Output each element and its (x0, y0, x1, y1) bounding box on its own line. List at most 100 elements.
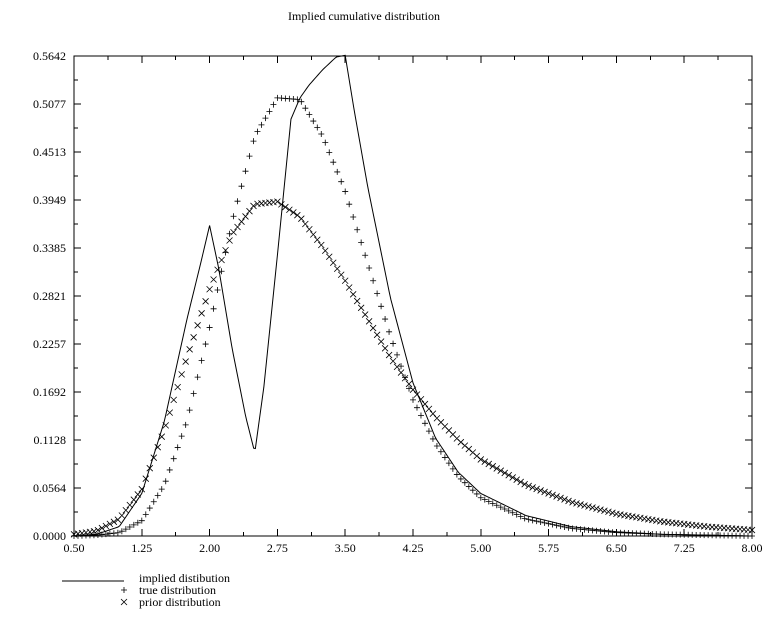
prior-distribution-point (545, 490, 552, 497)
prior-distribution-point (306, 225, 313, 233)
true-distribution-point (182, 421, 189, 428)
true-distribution-point (250, 138, 257, 145)
true-distribution-point (398, 363, 405, 370)
prior-distribution-point (585, 503, 592, 510)
prior-distribution-point (337, 271, 345, 279)
prior-distribution-point (202, 298, 209, 305)
prior-distribution-point (90, 528, 98, 535)
prior-distribution-point (357, 304, 365, 312)
x-tick-label: 4.25 (403, 541, 424, 555)
true-distribution-point (126, 523, 133, 530)
y-tick-label: 0.5642 (33, 49, 66, 63)
prior-distribution-point (513, 476, 520, 483)
prior-distribution-point (477, 456, 485, 463)
legend-marker-swatch (121, 587, 127, 593)
true-distribution-point (469, 487, 476, 494)
prior-distribution-point (210, 276, 217, 283)
series-plus (71, 94, 755, 539)
prior-distribution-point (170, 396, 177, 404)
prior-distribution-point (345, 284, 353, 291)
true-distribution-point (146, 505, 153, 512)
true-distribution-point (489, 500, 496, 507)
true-distribution-point (122, 526, 129, 533)
true-distribution-point (513, 511, 520, 518)
true-distribution-point (354, 226, 361, 233)
prior-distribution-point (569, 499, 576, 506)
x-tick-label: 5.00 (470, 541, 491, 555)
prior-distribution-point (561, 496, 568, 503)
true-distribution-point (553, 522, 560, 529)
series-cross (70, 198, 756, 538)
true-distribution-point (437, 448, 444, 455)
prior-distribution-point (525, 482, 532, 490)
prior-distribution-point (413, 391, 421, 398)
true-distribution-point (310, 118, 317, 125)
prior-distribution-point (493, 465, 501, 472)
true-distribution-point (449, 465, 456, 472)
true-distribution-point (509, 509, 516, 516)
x-tick-label: 1.25 (131, 541, 152, 555)
prior-distribution-point (321, 247, 329, 255)
true-distribution-point (374, 290, 381, 297)
true-distribution-point (306, 111, 313, 118)
legend-label: implied distibution (139, 571, 230, 585)
prior-distribution-point (86, 528, 94, 536)
legend-label: prior distribution (139, 595, 221, 609)
true-distribution-point (134, 519, 141, 526)
prior-distribution-point (645, 516, 652, 523)
true-distribution-point (258, 121, 265, 128)
prior-distribution-point (573, 500, 580, 507)
true-distribution-point (318, 130, 325, 137)
prior-distribution-point (405, 380, 413, 388)
true-distribution-point (425, 428, 432, 435)
prior-distribution-point (198, 310, 205, 317)
prior-distribution-point (489, 462, 497, 470)
true-distribution-point (521, 515, 528, 522)
x-tick-label: 2.00 (199, 541, 220, 555)
prior-distribution-point (609, 509, 616, 517)
true-distribution-point (322, 139, 329, 146)
prior-distribution-point (182, 358, 189, 365)
true-distribution-point (206, 324, 213, 331)
prior-distribution-point (313, 236, 321, 244)
prior-distribution-point (417, 395, 425, 403)
x-tick-label: 0.50 (64, 541, 85, 555)
implied-distribution-line (73, 54, 753, 537)
true-distribution-point (461, 479, 468, 486)
prior-distribution-point (373, 331, 381, 339)
true-distribution-point (190, 390, 197, 397)
prior-distribution-point (589, 504, 596, 511)
true-distribution-point (166, 466, 173, 473)
prior-distribution-point (429, 410, 437, 417)
prior-distribution-point (593, 505, 600, 512)
y-tick-label: 0.5077 (33, 97, 66, 111)
prior-distribution-point (613, 510, 620, 518)
true-distribution-point (174, 444, 181, 451)
true-distribution-point (557, 523, 564, 530)
plot-area (70, 54, 756, 539)
true-distribution-point (501, 505, 508, 512)
prior-distribution-point (154, 443, 162, 451)
prior-distribution-point (521, 480, 528, 488)
true-distribution-point (202, 341, 209, 348)
true-distribution-point (238, 183, 245, 190)
prior-distribution-point (178, 371, 185, 378)
prior-distribution-point (505, 471, 513, 479)
true-distribution-point (485, 498, 492, 505)
prior-distribution-point (242, 213, 249, 220)
prior-distribution-point (361, 311, 369, 318)
legend-label: true distribution (139, 583, 216, 597)
prior-distribution-point (329, 259, 337, 267)
true-distribution-point (378, 303, 385, 310)
true-distribution-point (541, 519, 548, 526)
true-distribution-point (413, 404, 420, 411)
true-distribution-point (266, 108, 273, 115)
prior-distribution-point (385, 351, 393, 359)
true-distribution-point (130, 521, 137, 528)
prior-distribution-point (389, 357, 397, 365)
prior-distribution-point (349, 291, 357, 298)
prior-distribution-point (214, 266, 221, 274)
prior-distribution-point (509, 474, 516, 481)
y-tick-label: 0.1692 (33, 385, 66, 399)
